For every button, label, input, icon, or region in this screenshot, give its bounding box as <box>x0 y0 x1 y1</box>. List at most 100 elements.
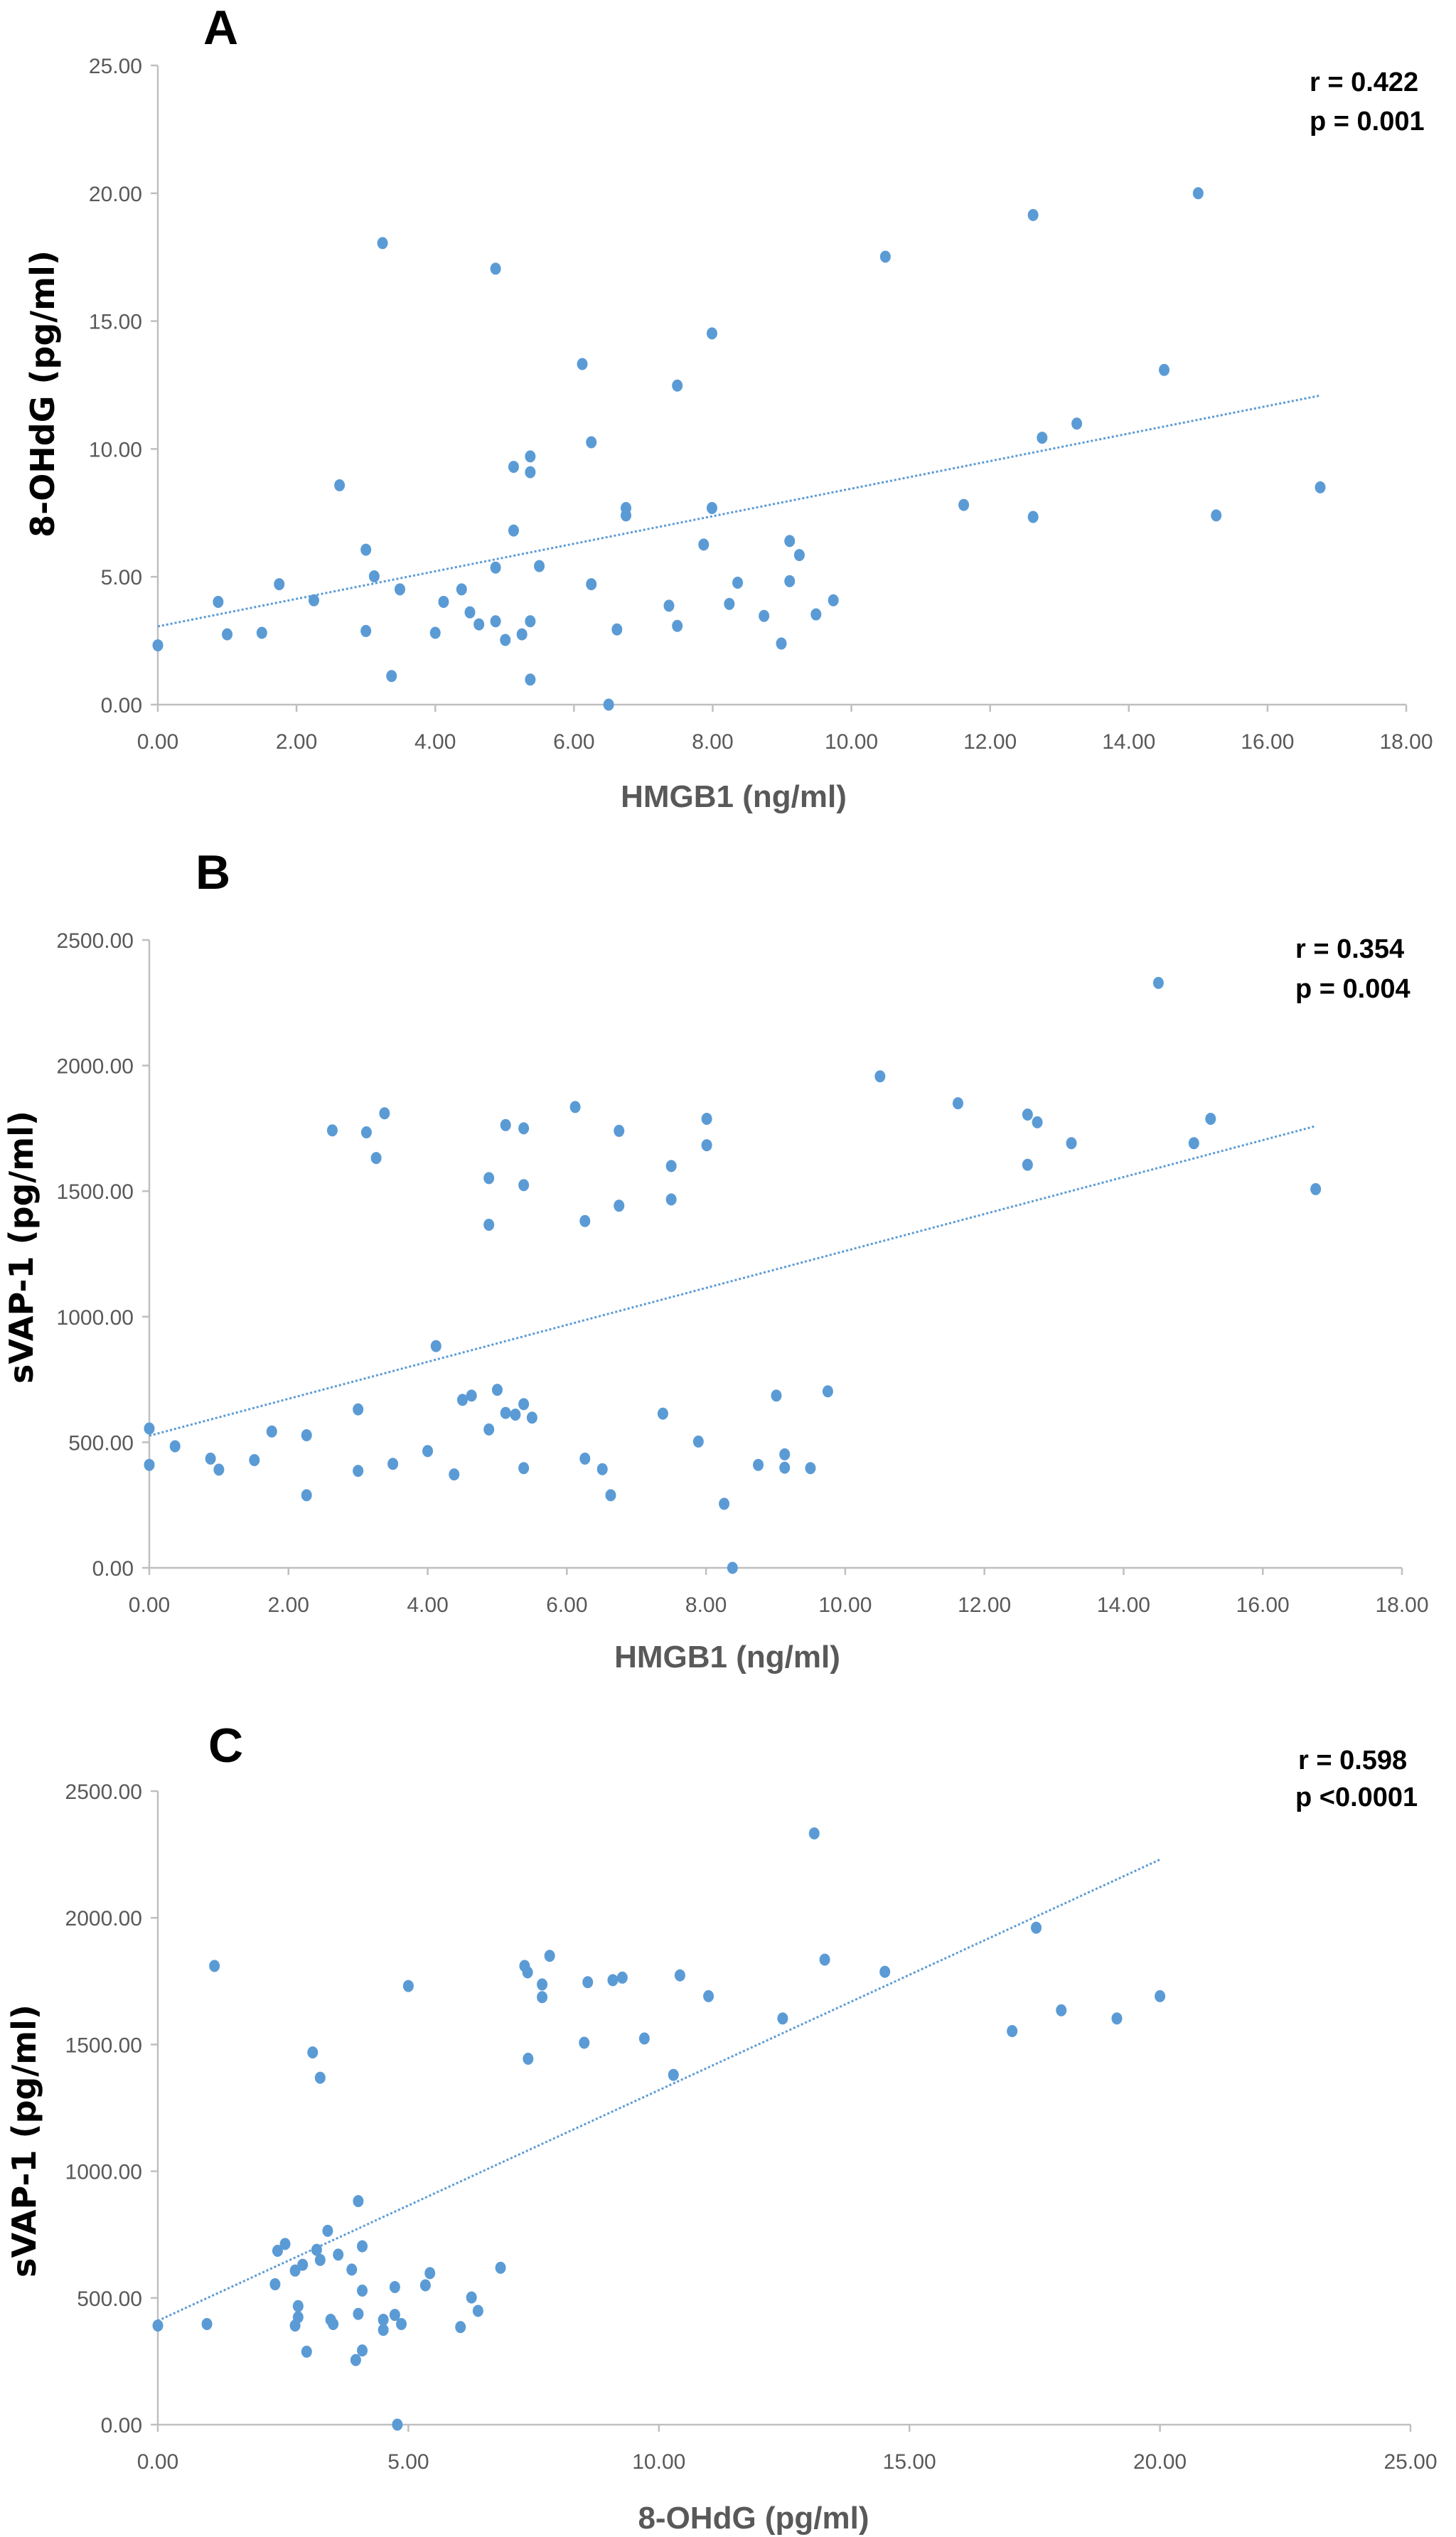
data-point <box>614 1124 625 1137</box>
data-point <box>657 1407 668 1420</box>
data-point <box>605 1489 616 1502</box>
data-point <box>386 670 397 683</box>
trendline-c <box>157 1858 1161 2322</box>
data-point <box>328 2318 339 2331</box>
data-point <box>222 628 233 641</box>
data-point <box>518 1398 530 1411</box>
data-point <box>665 1193 677 1206</box>
data-point <box>301 1489 312 1502</box>
x-tick-label: 16.00 <box>1241 730 1294 754</box>
y-tick-label: 1500.00 <box>65 2034 142 2057</box>
data-point <box>703 1989 714 2002</box>
data-point <box>879 250 891 263</box>
data-point <box>256 626 267 639</box>
x-axis-title-c: 8-OHdG (pg/ml) <box>638 2501 869 2536</box>
x-tick-label: 0.00 <box>129 1593 170 1617</box>
data-point <box>819 1953 830 1966</box>
data-point <box>490 561 501 574</box>
x-tick-label: 14.00 <box>1097 1593 1150 1617</box>
data-point <box>297 2258 309 2271</box>
data-point <box>322 2224 333 2237</box>
x-axis-title-a: HMGB1 (ng/ml) <box>621 779 847 814</box>
data-point <box>144 1458 155 1471</box>
data-point <box>518 1122 530 1135</box>
y-tick-label: 1500.00 <box>57 1180 134 1204</box>
y-tick-label: 0.00 <box>101 2414 142 2437</box>
data-point <box>698 538 710 551</box>
data-point <box>522 1966 533 1979</box>
trendline-b <box>149 1125 1317 1437</box>
x-tick-label: 20.00 <box>1133 2450 1187 2474</box>
x-tick-label: 12.00 <box>958 1593 1011 1617</box>
data-point <box>292 2300 304 2312</box>
data-point <box>508 524 519 537</box>
data-point <box>596 1463 608 1475</box>
data-point <box>510 1409 521 1421</box>
data-point <box>307 2046 318 2058</box>
data-point <box>483 1423 495 1436</box>
data-point <box>525 450 536 463</box>
data-point <box>438 595 449 608</box>
data-point <box>360 624 372 637</box>
data-point <box>466 1389 477 1402</box>
data-point <box>779 1448 791 1460</box>
y-tick-label: 2000.00 <box>65 1907 142 1930</box>
data-point <box>777 2012 788 2025</box>
data-point <box>387 1458 399 1470</box>
data-point <box>879 1965 891 1978</box>
data-point <box>1037 432 1048 444</box>
data-point <box>279 2238 291 2250</box>
data-point <box>784 575 796 587</box>
y-tick-label: 2500.00 <box>57 929 134 953</box>
x-axis-title-b: HMGB1 (ng/ml) <box>614 1640 840 1675</box>
data-point <box>370 1152 382 1165</box>
data-point <box>213 595 224 608</box>
data-point <box>389 2309 400 2322</box>
x-tick-label: 10.00 <box>632 2450 685 2474</box>
x-tick-label: 10.00 <box>825 730 878 754</box>
data-point <box>473 618 485 631</box>
x-tick-label: 2.00 <box>268 1593 309 1617</box>
trendline-a <box>157 394 1321 628</box>
data-point <box>357 2344 368 2357</box>
data-point <box>805 1462 816 1475</box>
data-point <box>201 2318 213 2331</box>
data-point <box>309 594 319 607</box>
data-point <box>1111 2012 1123 2025</box>
data-point <box>674 1969 685 1982</box>
data-point <box>579 1452 591 1465</box>
data-point <box>1071 417 1083 430</box>
y-tick-label: 20.00 <box>89 183 142 206</box>
data-point <box>490 262 501 275</box>
data-point <box>952 1097 963 1110</box>
data-point <box>472 2304 483 2317</box>
data-point <box>152 2319 164 2332</box>
data-point <box>491 1384 503 1396</box>
stat-p-c: p <0.0001 <box>1295 1783 1418 1812</box>
data-point <box>577 358 588 370</box>
data-point <box>402 1980 414 1992</box>
data-point <box>732 576 744 589</box>
data-point <box>672 379 683 392</box>
chart-a: A r = 0.422 p = 0.001 HMGB1 (ng/ml) 8-OH… <box>23 1 1433 814</box>
data-point <box>464 606 476 619</box>
x-tick-label: 2.00 <box>276 730 317 754</box>
x-tick-label: 12.00 <box>963 730 1017 754</box>
x-tick-label: 16.00 <box>1236 1593 1290 1617</box>
data-point <box>144 1422 155 1435</box>
data-point <box>346 2263 358 2276</box>
data-point <box>579 1214 591 1227</box>
data-point <box>392 2418 403 2431</box>
stat-r-b: r = 0.354 <box>1295 934 1404 964</box>
data-point <box>1022 1158 1033 1171</box>
data-point <box>495 2261 506 2274</box>
data-point <box>266 1425 277 1438</box>
data-point <box>314 2253 326 2266</box>
chart-b: B r = 0.354 p = 0.004 HMGB1 (ng/ml) sVAP… <box>2 845 1429 1675</box>
data-point <box>526 1411 537 1424</box>
panel-label-a: A <box>203 1 238 55</box>
y-tick-label: 25.00 <box>89 55 142 78</box>
data-point <box>701 1139 712 1152</box>
y-axis-title-a: 8-OHdG (pg/ml) <box>23 250 62 538</box>
y-tick-label: 500.00 <box>68 1431 134 1455</box>
